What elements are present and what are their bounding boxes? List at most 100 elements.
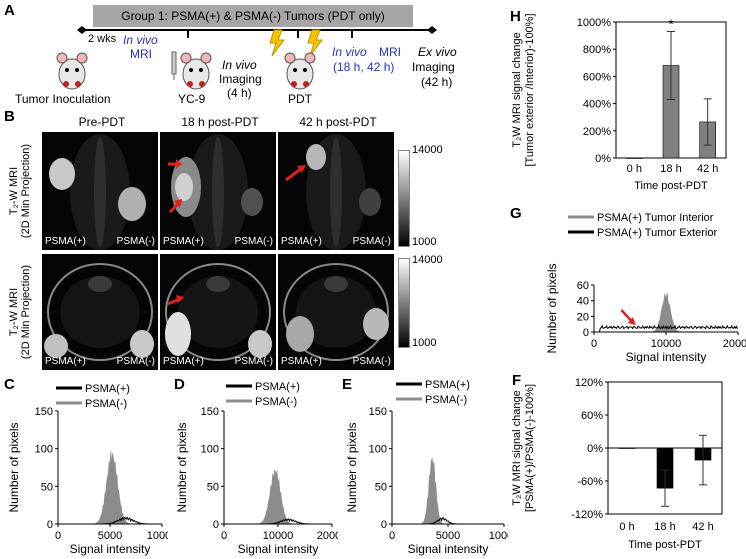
x-tick-label: 18 h (654, 521, 675, 533)
histogram-series (594, 324, 739, 333)
col-title-18h: 18 h post-PDT (181, 115, 259, 129)
panel-label-c: C (4, 376, 15, 393)
red-arrow (620, 309, 633, 322)
chart-d: PSMA(+) PSMA(-) 0 50 100 150 0 10000 20000Signal… (175, 381, 338, 556)
exvivo: Ex vivo (418, 45, 457, 59)
timeline-axis (77, 26, 437, 38)
y-tick-label: 50 (375, 481, 387, 493)
imaging-d: Imaging (412, 60, 455, 74)
panel-label-d: D (174, 376, 185, 393)
time-c: (18 h, 42 h) (333, 60, 395, 74)
x-axis-label: Signal intensity (408, 542, 489, 556)
colorbar-max: 14000 (412, 144, 443, 156)
y-tick-label: 0 (381, 519, 387, 531)
mri-image: PSMA(+) PSMA(-) (278, 132, 394, 250)
y-tick-label: 100 (35, 444, 53, 456)
weeks-label: 2 wks (88, 33, 117, 45)
significance-mark: * (668, 17, 673, 32)
x-tick-label: 5000 (436, 530, 460, 542)
panel-label-e: E (342, 376, 353, 393)
histogram-series (58, 450, 162, 525)
mri-image: PSMA(+) PSMA(-) (42, 132, 158, 250)
yc9-label: YC-9 (178, 92, 206, 106)
y-axis-label: T₂W MRI signal change (511, 32, 523, 148)
chart-f: 120% 60% 0% -60% -120% 0 h 18 h 42 h Time post-P… (511, 377, 723, 551)
psma-minus-label: PSMA(-) (116, 236, 155, 247)
psma-plus-label: PSMA(+) (45, 236, 86, 247)
x-tick-label: 10000 (147, 530, 168, 542)
x-tick-label: 20000 (723, 338, 746, 350)
mri-image: PSMA(+) PSMA(-) (278, 254, 394, 370)
y-tick-label: 50 (207, 481, 219, 493)
y-tick-label: 150 (201, 406, 219, 418)
mouse-icon (284, 52, 316, 90)
y-tick-label: 150 (369, 406, 387, 418)
mri-image: PSMA(+) PSMA(-) (160, 254, 276, 370)
invivo-b: In vivo (222, 58, 257, 72)
psma-plus-label: PSMA(+) (45, 356, 86, 367)
chart-g: PSMA(+) Tumor Interior PSMA(+) Tumor Exte… (545, 212, 746, 364)
y-tick-label: 0 (47, 519, 53, 531)
x-tick-label: 10000 (263, 530, 294, 542)
y-tick-label: 0% (595, 153, 611, 165)
x-axis-label: Signal intensity (238, 542, 319, 556)
y-tick-label: -60% (577, 476, 603, 488)
col-title-pre: Pre-PDT (78, 115, 126, 129)
x-tick-label: 0 (591, 338, 597, 350)
y-axis-label: Number of pixels (345, 422, 359, 512)
y-tick-label: 150 (35, 406, 53, 418)
x-tick-label: 42 h (697, 163, 718, 175)
y-axis-label: Number of pixels (545, 263, 559, 353)
imaging-b: Imaging (219, 72, 262, 86)
group-banner (93, 5, 413, 27)
x-tick-label: 10000 (489, 530, 508, 542)
psma-plus-label: PSMA(+) (281, 236, 322, 247)
bar (618, 447, 636, 449)
panel-label-a: A (4, 2, 15, 19)
y-tick-label: 600% (583, 71, 611, 83)
psma-minus-label: PSMA(-) (352, 236, 391, 247)
y-tick-label: 20 (577, 311, 589, 323)
colorbar-min: 1000 (412, 236, 437, 248)
y-axis-label: Number of pixels (7, 422, 21, 512)
syringe-icon (171, 51, 177, 80)
y-tick-label: 1000% (577, 17, 611, 29)
chart-e: PSMA(+) PSMA(-) 0 50 100 150 0 5000 10000Signal … (345, 379, 508, 556)
time-b: (4 h) (227, 86, 252, 100)
y-tick-label: -120% (571, 509, 603, 521)
mri-c: MRI (379, 45, 401, 59)
mri-image: PSMA(+) PSMA(-) (160, 132, 276, 250)
y-axis-label: Number of pixels (175, 422, 189, 512)
y-tick-label: 200% (583, 126, 611, 138)
panel-label-g: G (510, 205, 522, 222)
lightning-icon (269, 29, 323, 57)
colorbar-min: 1000 (412, 337, 437, 349)
x-axis-label: Time post-PDT (628, 539, 702, 551)
x-tick-label: 0 (221, 530, 227, 542)
legend-label: PSMA(+) Tumor Exterior (597, 227, 717, 239)
chart-c: PSMA(+) PSMA(-) 0 50 100 150 0 5000 10000Signal … (7, 383, 168, 556)
x-tick-label: 0 h (619, 521, 634, 533)
histogram-series (224, 469, 332, 525)
y-tick-label: 800% (583, 44, 611, 56)
x-axis-label: Signal intensity (626, 350, 707, 364)
panel-label-b: B (4, 108, 15, 125)
psma-minus-label: PSMA(-) (116, 356, 155, 367)
y-tick-label: 0 (583, 327, 589, 339)
x-tick-label: 0 h (627, 163, 642, 175)
psma-plus-label: PSMA(+) (281, 356, 322, 367)
chart-h: 0% 200% 400% 600% 800% 1000% 0 h 18 h * 42 h Time … (511, 13, 727, 192)
panel-label-f: F (512, 372, 522, 389)
mouse-icon (180, 52, 212, 90)
col-title-42h: 42 h post-PDT (299, 115, 377, 129)
panel-label-h: H (510, 8, 521, 25)
pdt-label: PDT (288, 92, 312, 106)
histogram-series (392, 516, 504, 525)
x-tick-label: 20000 (317, 530, 338, 542)
psma-minus-label: PSMA(-) (352, 356, 391, 367)
y-axis-label: T₂W MRI signal change (511, 390, 523, 506)
y-tick-label: 120% (575, 377, 603, 389)
psma-minus-label: PSMA(-) (234, 356, 273, 367)
x-axis-label: Signal intensity (70, 542, 151, 556)
mri-a: MRI (130, 47, 152, 61)
